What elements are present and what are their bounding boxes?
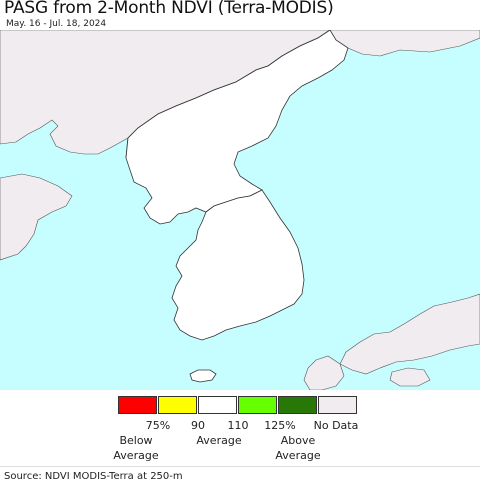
legend-swatch-90-110 [198, 396, 237, 414]
legend-tick-90: 90 [191, 419, 205, 432]
shandong-landmass [0, 173, 73, 261]
japan-shikoku-landmass [389, 367, 431, 387]
source-text: Source: NDVI MODIS-Terra at 250-m [4, 471, 183, 482]
legend-swatch-75-90 [158, 396, 197, 414]
legend-swatch-below-75 [118, 396, 157, 414]
legend-tick-no-data: No Data [313, 419, 359, 432]
map-canvas [0, 30, 480, 390]
legend-bar [118, 396, 358, 416]
legend-caption-above-average: Above Average [275, 434, 321, 462]
japan-kyushu-landmass [303, 355, 345, 390]
legend-tick-110: 110 [227, 419, 249, 432]
map-date-range: May. 16 - Jul. 18, 2024 [6, 19, 107, 29]
legend-swatch-no-data [318, 396, 357, 414]
legend-swatch-above-125 [278, 396, 317, 414]
source-footer: Source: NDVI MODIS-Terra at 250-m [0, 466, 480, 486]
legend-caption-below-average: Below Average [113, 434, 159, 462]
legend-tick-125: 125% [264, 419, 296, 432]
legend-caption-average: Average [196, 434, 242, 447]
ndvi-map [0, 30, 480, 390]
legend-swatch-110-125 [238, 396, 277, 414]
legend-tick-75: 75% [145, 419, 171, 432]
map-title: PASG from 2-Month NDVI (Terra-MODIS) [4, 0, 334, 18]
